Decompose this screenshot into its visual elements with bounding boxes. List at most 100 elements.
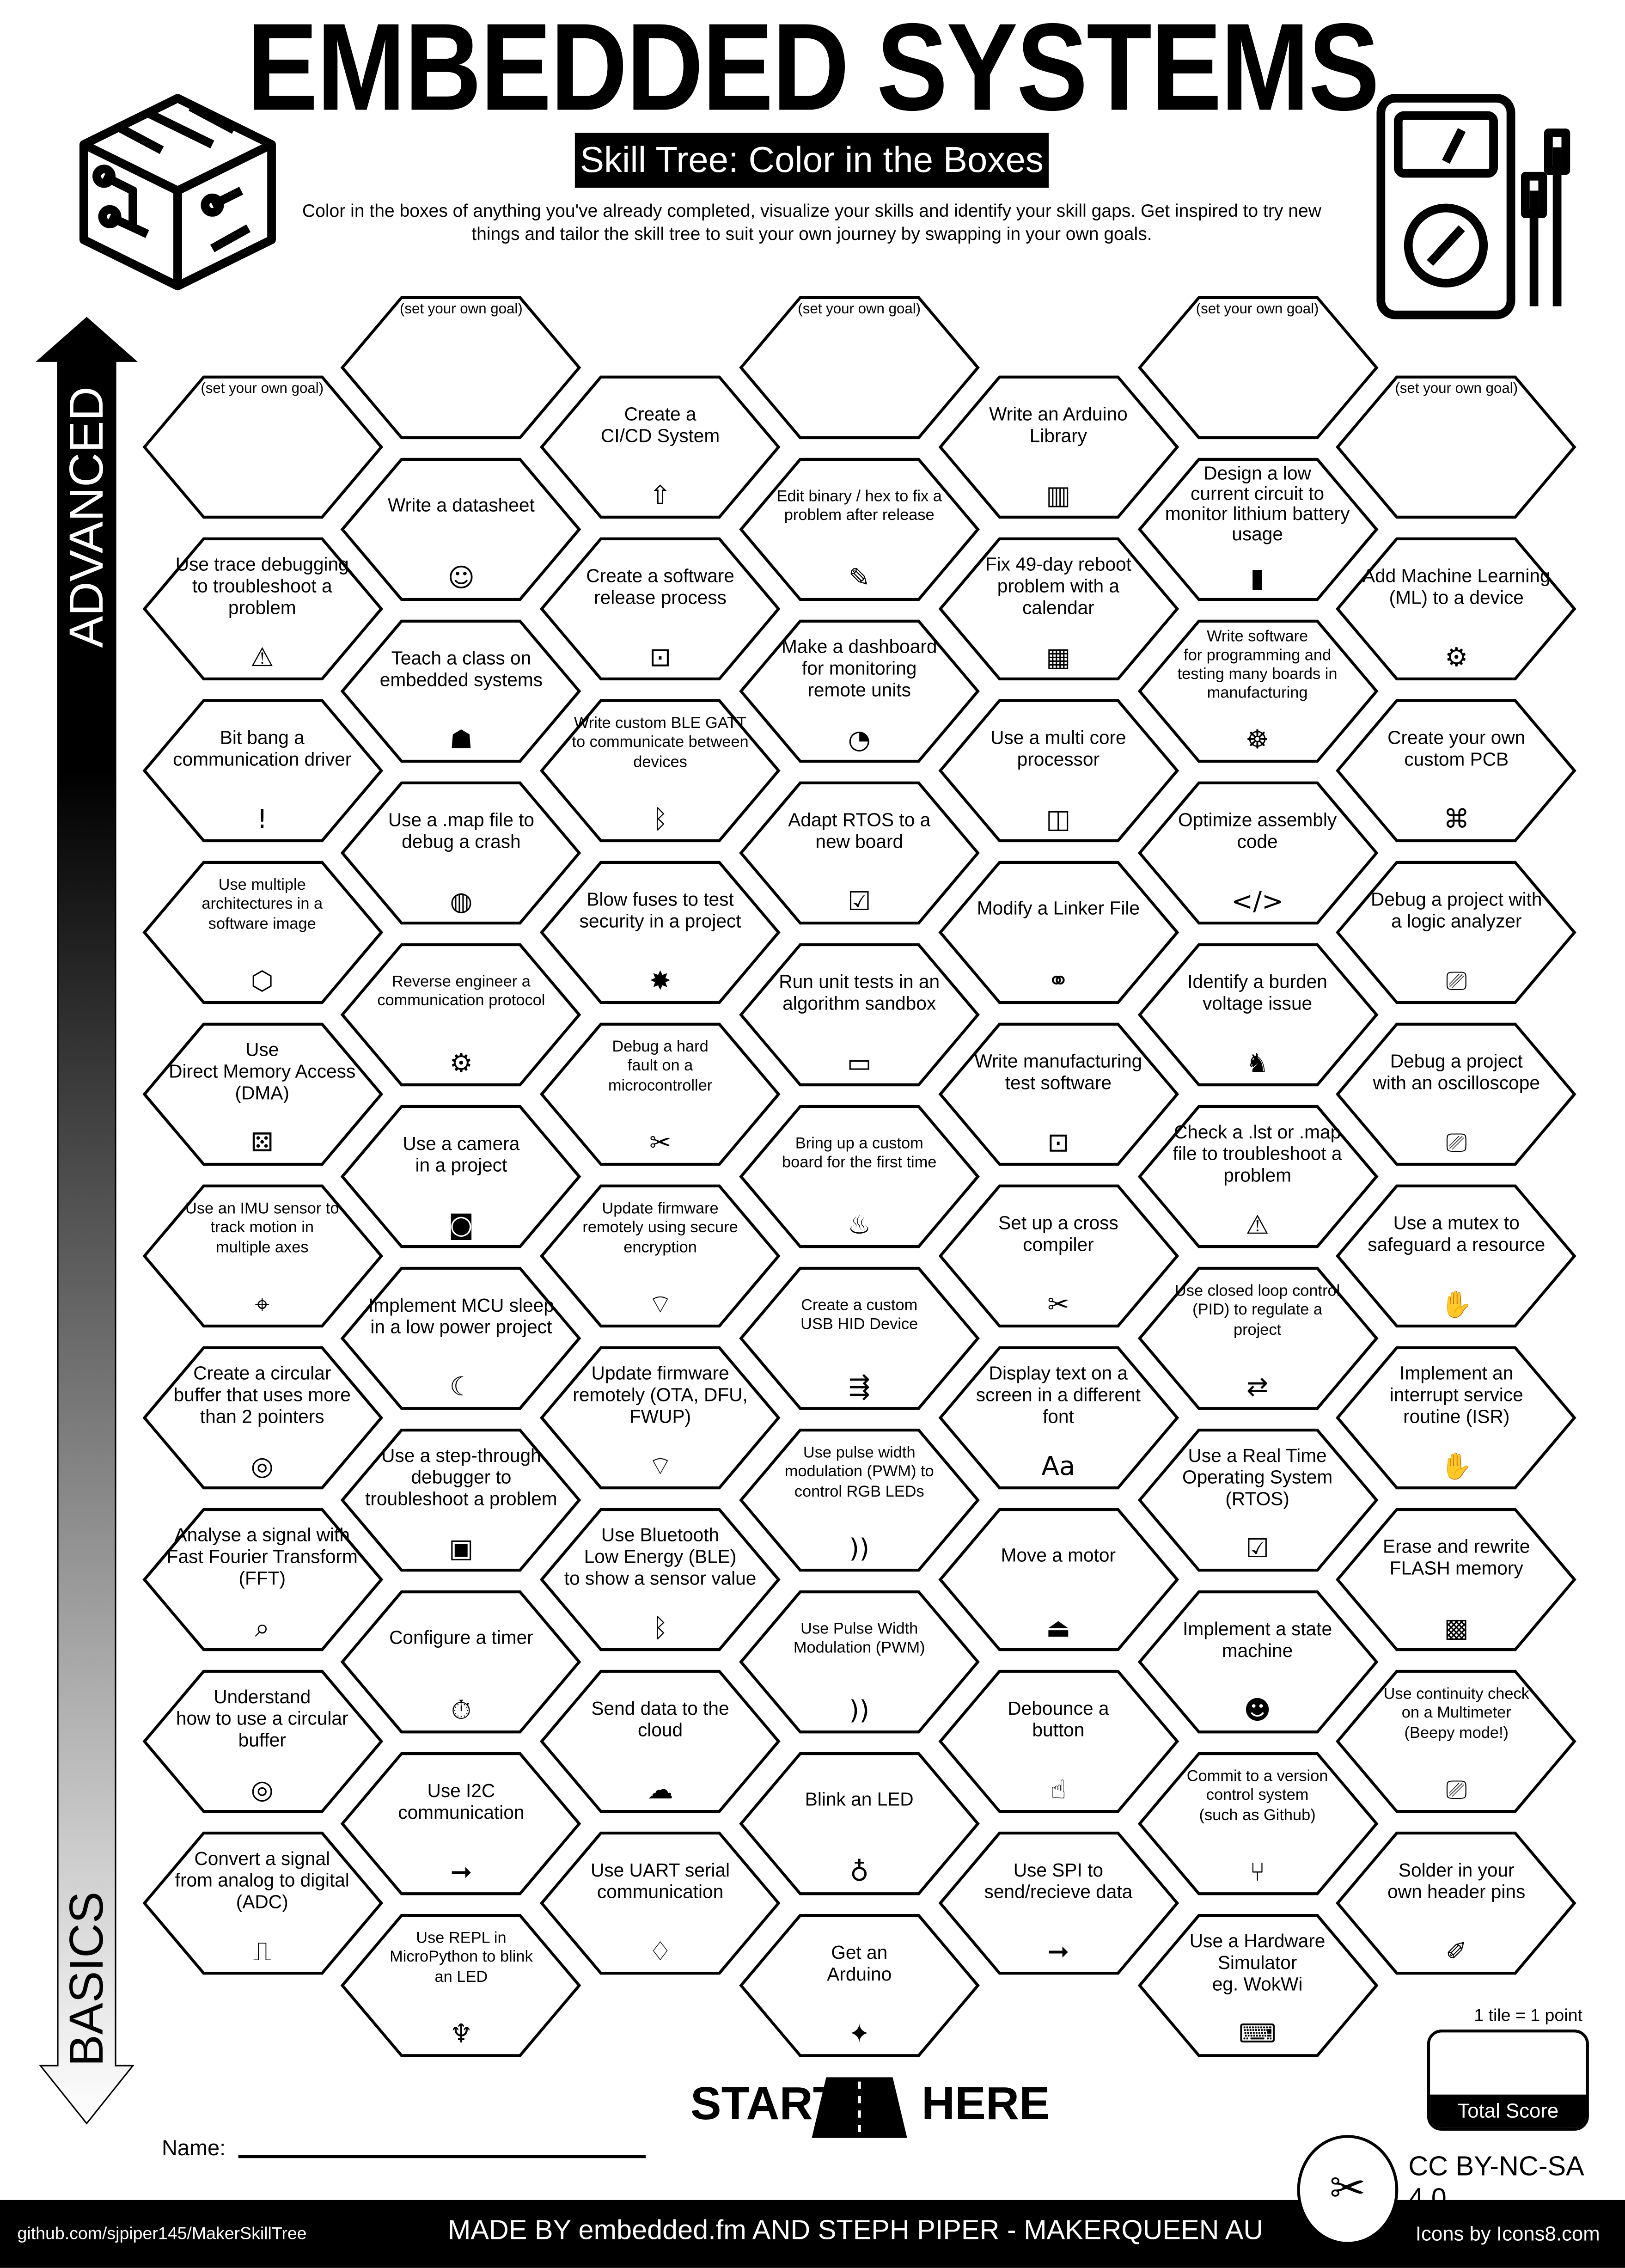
skill-hex[interactable]: Use continuity check on a Multimeter (Be… (1335, 1668, 1578, 1814)
skill-hex[interactable]: Solder in your own header pins ✐ (1335, 1829, 1578, 1975)
skill-hex[interactable]: Optimize assembly code </> (1136, 779, 1379, 925)
skill-hex[interactable]: Design a low current circuit to monitor … (1136, 456, 1379, 602)
skill-hex[interactable]: Use a .map file to debug a crash ◍ (340, 779, 582, 925)
skill-hex[interactable]: Create a circular buffer that uses more … (141, 1344, 384, 1490)
skill-hex[interactable]: Debug a project with a logic analyzer ⎚ (1335, 859, 1578, 1005)
skill-hex[interactable]: Make a dashboard for monitoring remote u… (738, 617, 981, 764)
skill-hex[interactable]: Implement a state machine ☻ (1136, 1588, 1379, 1734)
skill-hex[interactable]: Check a .lst or .map file to troubleshoo… (1136, 1103, 1379, 1249)
skill-hex[interactable]: Debug a project with an oscilloscope ⎚ (1335, 1021, 1578, 1167)
hex-outline (1137, 1266, 1378, 1409)
skill-hex[interactable]: Use a mutex to safeguard a resource ✋ (1335, 1182, 1578, 1328)
skill-label: Write software for programming and testi… (1177, 627, 1338, 702)
skill-hex[interactable]: Write manufacturing test software ⊡ (937, 1021, 1179, 1167)
skill-hex[interactable]: Edit binary / hex to fix a problem after… (738, 456, 981, 602)
hex-outline (540, 375, 781, 518)
skill-hex[interactable]: Identify a burden voltage issue ♞ (1136, 941, 1379, 1087)
skill-hex[interactable]: Configure a timer ⏱ (340, 1588, 582, 1734)
hex-outline (540, 1345, 781, 1489)
total-score-label: Total Score (1430, 2094, 1586, 2128)
skill-level-arrow (36, 317, 138, 2125)
skill-hex[interactable]: Use a camera in a project ◙ (340, 1103, 582, 1249)
skill-hex[interactable]: Bring up a custom board for the first ti… (738, 1103, 981, 1249)
total-score-box[interactable]: Total Score (1427, 2030, 1589, 2131)
skill-hex[interactable]: Update firmware remotely using secure en… (539, 1182, 782, 1328)
skill-hex[interactable]: Set up a cross compiler ✂ (937, 1182, 1179, 1328)
skill-hex[interactable]: Reverse engineer a communication protoco… (340, 941, 582, 1087)
skill-hex[interactable]: Use a Hardware Simulator eg. WokWi ⌨ (1136, 1912, 1379, 2058)
skill-hex[interactable]: Use a Real Time Operating System (RTOS) ☑ (1136, 1426, 1379, 1572)
name-field[interactable] (238, 2155, 646, 2158)
cake-icon: ♨ (847, 1210, 871, 1241)
hex-outline (341, 1913, 582, 2056)
skill-hex[interactable]: Use a step-through debugger to troublesh… (340, 1426, 582, 1572)
hex-outline (938, 1022, 1179, 1165)
data-arrow-icon: ➞ (450, 1857, 472, 1888)
goal-placeholder: (set your own goal) (201, 380, 324, 397)
skill-hex[interactable]: Understand how to use a circular buffer ◎ (141, 1668, 384, 1814)
skill-hex[interactable]: Blow fuses to test security in a project… (539, 859, 782, 1005)
skill-hex[interactable]: Erase and rewrite FLASH memory ▩ (1335, 1506, 1578, 1652)
skill-hex[interactable]: Bit bang a communication driver! (141, 697, 384, 843)
hex-outline (938, 1507, 1179, 1651)
skill-hex[interactable]: Use Direct Memory Access (DMA) ⚄ (141, 1021, 384, 1167)
skill-hex[interactable]: Adapt RTOS to a new board ☑ (738, 779, 981, 925)
hex-outline (141, 1184, 383, 1327)
hex-outline (1137, 1428, 1378, 1571)
skill-hex[interactable]: Use a multi core processor ◫ (937, 697, 1179, 843)
skill-hex[interactable]: Write software for programming and testi… (1136, 617, 1379, 764)
skill-hex[interactable]: Add Machine Learning (ML) to a device ⚙ (1335, 535, 1578, 681)
skill-hex[interactable]: Create a CI/CD System ⇧ (539, 373, 782, 520)
skill-label: Write a datasheet (388, 493, 535, 515)
skill-hex[interactable]: Write custom BLE GATT to communicate bet… (539, 697, 782, 843)
custom-goal-hex[interactable]: (set your own goal) (141, 373, 384, 520)
skill-hex[interactable]: Use Pulse Width Modulation (PWM))) (738, 1588, 981, 1734)
skill-hex[interactable]: Send data to the cloud ☁ (539, 1668, 782, 1814)
skill-hex[interactable]: Display text on a screen in a different … (937, 1344, 1179, 1490)
skill-hex[interactable]: Get an Arduino ✦ (738, 1912, 981, 2058)
hex-outline (141, 1507, 383, 1651)
advanced-label: ADVANCED (14, 386, 159, 647)
custom-goal-hex[interactable]: (set your own goal) (340, 294, 582, 440)
skill-hex[interactable]: Use I2C communication ➞ (340, 1750, 582, 1896)
skill-hex[interactable]: Analyse a signal with Fast Fourier Trans… (141, 1506, 384, 1652)
skill-hex[interactable]: Debounce a button ☝ (937, 1668, 1179, 1814)
skill-hex[interactable]: Use REPL in MicroPython to blink an LED ♆ (340, 1912, 582, 2058)
hex-outline (540, 1669, 781, 1812)
skill-label: Use a camera in a project (403, 1131, 520, 1175)
skill-hex[interactable]: Write an Arduino Library ▥ (937, 373, 1179, 520)
skill-hex[interactable]: Implement MCU sleep in a low power proje… (340, 1265, 582, 1411)
skill-hex[interactable]: Run unit tests in an algorithm sandbox ▭ (738, 941, 981, 1087)
skill-hex[interactable]: Modify a Linker File ⚭ (937, 859, 1179, 1005)
skill-hex[interactable]: Write a datasheet ☺ (340, 456, 582, 602)
skill-hex[interactable]: Move a motor ⏏ (937, 1506, 1179, 1652)
skill-hex[interactable]: Fix 49-day reboot problem with a calenda… (937, 535, 1179, 681)
skill-hex[interactable]: Use UART serial communication ♢ (539, 1829, 782, 1975)
skill-hex[interactable]: Use Bluetooth Low Energy (BLE) to show a… (539, 1506, 782, 1652)
skill-hex[interactable]: Blink an LED ♁ (738, 1750, 981, 1896)
skill-hex[interactable]: Use closed loop control (PID) to regulat… (1136, 1265, 1379, 1411)
skill-hex[interactable]: Commit to a version control system (such… (1136, 1750, 1379, 1896)
skill-hex[interactable]: Use SPI to send/recieve data ➞ (937, 1829, 1179, 1975)
skill-hex[interactable]: Create a custom USB HID Device ⇶ (738, 1265, 981, 1411)
custom-goal-hex[interactable]: (set your own goal) (738, 294, 981, 440)
skill-hex[interactable]: Convert a signal from analog to digital … (141, 1829, 384, 1975)
skill-hex[interactable]: Create your own custom PCB ⌘ (1335, 697, 1578, 843)
circuit-cube-icon (79, 94, 276, 291)
skill-label: Use trace debugging to troubleshoot a pr… (175, 552, 349, 618)
hex-outline (141, 375, 383, 518)
skill-hex[interactable]: Update firmware remotely (OTA, DFU, FWUP… (539, 1344, 782, 1490)
skill-hex[interactable]: Debug a hard fault on a microcontroller ✂ (539, 1021, 782, 1167)
custom-goal-hex[interactable]: (set your own goal) (1136, 294, 1379, 440)
skill-hex[interactable]: Use an IMU sensor to track motion in mul… (141, 1182, 384, 1328)
skill-hex[interactable]: Use multiple architectures in a software… (141, 859, 384, 1005)
skill-label: Debug a hard fault on a microcontroller (608, 1038, 713, 1094)
skill-hex[interactable]: Teach a class on embedded systems ☗ (340, 617, 582, 764)
skill-hex[interactable]: Create a software release process ⊡ (539, 535, 782, 681)
skill-hex[interactable]: Use pulse width modulation (PWM) to cont… (738, 1426, 981, 1572)
skill-hex[interactable]: Use trace debugging to troubleshoot a pr… (141, 535, 384, 681)
skill-label: Fix 49-day reboot problem with a calenda… (985, 552, 1131, 618)
github-link[interactable]: github.com/sjpiper145/MakerSkillTree (17, 2223, 307, 2244)
skill-hex[interactable]: Implement an interrupt service routine (… (1335, 1344, 1578, 1490)
custom-goal-hex[interactable]: (set your own goal) (1335, 373, 1578, 520)
